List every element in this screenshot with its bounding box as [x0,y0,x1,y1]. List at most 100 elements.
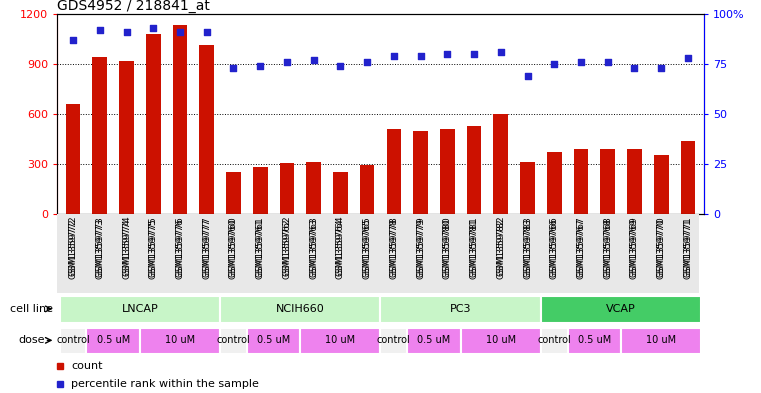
Bar [680,141,696,214]
Text: GSM1359781: GSM1359781 [470,218,479,279]
Text: GSM1359760: GSM1359760 [229,218,238,279]
FancyBboxPatch shape [380,328,407,354]
Point [228,65,240,71]
Text: GSM1359760: GSM1359760 [229,216,238,277]
FancyBboxPatch shape [541,328,568,354]
Bar [279,163,295,214]
Point [441,51,454,57]
Bar [466,127,482,214]
Bar [413,130,428,214]
Text: control: control [56,335,90,345]
Text: GSM1359780: GSM1359780 [443,218,452,279]
Text: control: control [217,335,250,345]
Bar [493,114,508,214]
Bar [93,57,107,214]
Bar [226,172,240,214]
Text: GSM1359764: GSM1359764 [336,218,345,279]
Text: PC3: PC3 [450,304,471,314]
Text: GSM1359771: GSM1359771 [683,218,693,279]
Text: GSM1359766: GSM1359766 [549,216,559,277]
Text: GSM1359774: GSM1359774 [122,218,131,279]
Point [415,53,427,59]
Point [281,59,293,65]
Text: GSM1359769: GSM1359769 [630,218,639,279]
FancyBboxPatch shape [60,328,87,354]
Point [361,59,373,65]
FancyBboxPatch shape [407,328,460,354]
Point [575,59,587,65]
FancyBboxPatch shape [541,296,701,323]
FancyBboxPatch shape [140,328,220,354]
Text: GSM1359773: GSM1359773 [95,216,104,277]
Point [655,65,667,71]
Bar [65,104,81,214]
Text: 10 uM: 10 uM [646,335,677,345]
Bar [547,152,562,214]
Text: GSM1359763: GSM1359763 [309,216,318,277]
Text: GDS4952 / 218841_at: GDS4952 / 218841_at [57,0,210,13]
Text: GSM1359777: GSM1359777 [202,218,212,279]
Text: VCAP: VCAP [607,304,636,314]
Point [120,29,132,35]
Text: GSM1359774: GSM1359774 [122,216,131,276]
Text: 0.5 uM: 0.5 uM [417,335,451,345]
FancyBboxPatch shape [247,328,301,354]
Text: control: control [537,335,571,345]
Text: GSM1359763: GSM1359763 [309,218,318,279]
FancyBboxPatch shape [621,328,701,354]
Text: GSM1359778: GSM1359778 [390,216,398,277]
Text: GSM1359772: GSM1359772 [68,218,78,279]
FancyBboxPatch shape [380,296,541,323]
Bar [307,162,321,214]
Text: GSM1359781: GSM1359781 [470,216,479,277]
Text: GSM1359768: GSM1359768 [603,216,612,277]
Point [334,63,346,69]
Bar [333,172,348,214]
Bar [199,46,214,214]
Text: GSM1359777: GSM1359777 [202,216,212,277]
FancyBboxPatch shape [60,296,220,323]
Text: GSM1359762: GSM1359762 [282,216,291,276]
Bar [654,155,668,214]
FancyBboxPatch shape [220,328,247,354]
Text: GSM1359776: GSM1359776 [176,216,184,277]
Bar [119,61,134,214]
Point [682,55,694,61]
Bar [253,167,268,214]
Point [147,25,159,31]
Point [388,53,400,59]
Text: GSM1359779: GSM1359779 [416,218,425,279]
Bar [173,26,187,214]
FancyBboxPatch shape [568,328,621,354]
Point [602,59,614,65]
Text: GSM1359779: GSM1359779 [416,216,425,277]
Point [548,61,560,67]
Bar [627,149,642,214]
Text: GSM1359773: GSM1359773 [95,218,104,279]
Text: dose: dose [18,335,45,345]
Text: 0.5 uM: 0.5 uM [257,335,290,345]
Text: GSM1359769: GSM1359769 [630,216,639,277]
Text: count: count [72,362,103,371]
Bar [387,129,401,214]
Text: GSM1359775: GSM1359775 [149,216,158,277]
FancyBboxPatch shape [460,328,541,354]
Text: 10 uM: 10 uM [486,335,516,345]
Point [201,29,213,35]
Text: GSM1359770: GSM1359770 [657,218,666,279]
Text: GSM1359761: GSM1359761 [256,218,265,279]
Text: percentile rank within the sample: percentile rank within the sample [72,379,260,389]
Text: LNCAP: LNCAP [122,304,158,314]
Text: 10 uM: 10 uM [165,335,195,345]
Point [94,27,106,33]
Point [629,65,641,71]
Text: GSM1359783: GSM1359783 [523,216,532,277]
Point [521,73,533,79]
Text: GSM1359765: GSM1359765 [363,218,371,279]
Text: GSM1359766: GSM1359766 [549,218,559,279]
Point [254,63,266,69]
Text: GSM1359782: GSM1359782 [496,218,505,279]
Text: GSM1359772: GSM1359772 [68,216,78,276]
Text: 0.5 uM: 0.5 uM [578,335,611,345]
Point [67,37,79,43]
